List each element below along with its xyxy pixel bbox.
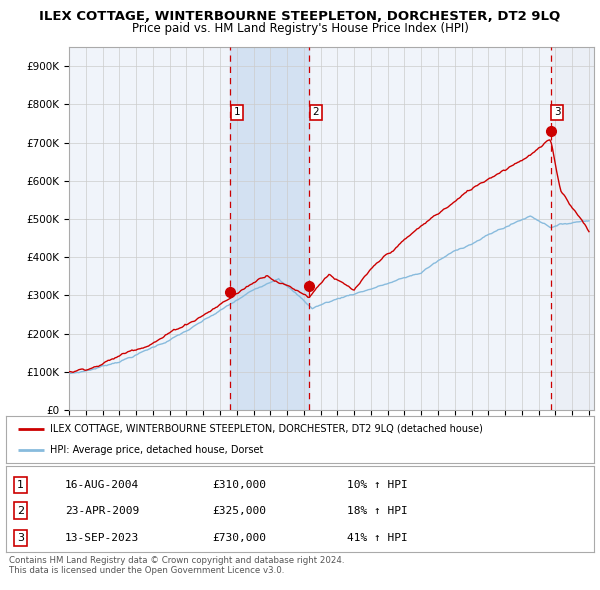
HPI: Average price, detached house, Dorset: (2e+03, 1.65e+05): Average price, detached house, Dorset: (… [151, 343, 158, 350]
ILEX COTTAGE, WINTERBOURNE STEEPLETON, DORCHESTER, DT2 9LQ (detached house) [154, 337, 161, 345]
HPI: Average price, detached house, Dorset: (2e+03, 2.45e+05): Average price, detached house, Dorset: (… [206, 313, 214, 320]
Text: 3: 3 [554, 107, 560, 117]
HPI: Average price, detached house, Dorset: (2.02e+03, 5.08e+05): Average price, detached house, Dorset: (… [527, 212, 534, 219]
Bar [230, 47, 309, 410]
Text: ILEX COTTAGE, WINTERBOURNE STEEPLETON, DORCHESTER, DT2 9LQ (detached house): ILEX COTTAGE, WINTERBOURNE STEEPLETON, D… [50, 424, 483, 434]
HPI: Average price, detached house, Dorset: (2.02e+03, 4.86e+05): Average price, detached house, Dorset: (… [542, 221, 549, 228]
Text: 10% ↑ HPI: 10% ↑ HPI [347, 480, 408, 490]
Line: HPI: Average price, detached house, Dorset: HPI: Average price, detached house, Dors… [69, 216, 589, 373]
Text: Price paid vs. HM Land Registry's House Price Index (HPI): Price paid vs. HM Land Registry's House … [131, 22, 469, 35]
Text: 2: 2 [313, 107, 319, 117]
Text: HPI: Average price, detached house, Dorset: HPI: Average price, detached house, Dors… [50, 445, 263, 455]
ILEX COTTAGE, WINTERBOURNE STEEPLETON, DORCHESTER, DT2 9LQ (detached house) [581, 221, 589, 228]
ILEX COTTAGE, WINTERBOURNE STEEPLETON, DORCHESTER, DT2 9LQ (detached house) [541, 140, 548, 147]
ILEX COTTAGE, WINTERBOURNE STEEPLETON, DORCHESTER, DT2 9LQ (detached house) [206, 308, 214, 315]
ILEX COTTAGE, WINTERBOURNE STEEPLETON, DORCHESTER, DT2 9LQ (detached house) [92, 363, 99, 371]
ILEX COTTAGE, WINTERBOURNE STEEPLETON, DORCHESTER, DT2 9LQ (detached house) [70, 369, 77, 376]
HPI: Average price, detached house, Dorset: (2.03e+03, 4.94e+05): Average price, detached house, Dorset: (… [581, 218, 589, 225]
Text: £325,000: £325,000 [212, 506, 266, 516]
Text: 2: 2 [17, 506, 24, 516]
HPI: Average price, detached house, Dorset: (2e+03, 1.7e+05): Average price, detached house, Dorset: (… [154, 342, 161, 349]
ILEX COTTAGE, WINTERBOURNE STEEPLETON, DORCHESTER, DT2 9LQ (detached house) [65, 368, 73, 375]
HPI: Average price, detached house, Dorset: (2e+03, 1.08e+05): Average price, detached house, Dorset: (… [92, 365, 99, 372]
Line: ILEX COTTAGE, WINTERBOURNE STEEPLETON, DORCHESTER, DT2 9LQ (detached house): ILEX COTTAGE, WINTERBOURNE STEEPLETON, D… [69, 140, 589, 372]
Text: 13-SEP-2023: 13-SEP-2023 [65, 533, 139, 543]
Text: Contains HM Land Registry data © Crown copyright and database right 2024.
This d: Contains HM Land Registry data © Crown c… [9, 556, 344, 575]
ILEX COTTAGE, WINTERBOURNE STEEPLETON, DORCHESTER, DT2 9LQ (detached house) [586, 228, 593, 235]
Text: 23-APR-2009: 23-APR-2009 [65, 506, 139, 516]
HPI: Average price, detached house, Dorset: (2.03e+03, 4.95e+05): Average price, detached house, Dorset: (… [586, 217, 593, 224]
ILEX COTTAGE, WINTERBOURNE STEEPLETON, DORCHESTER, DT2 9LQ (detached house) [151, 339, 158, 346]
Text: 1: 1 [17, 480, 24, 490]
Bar [551, 47, 598, 410]
Text: 41% ↑ HPI: 41% ↑ HPI [347, 533, 408, 543]
ILEX COTTAGE, WINTERBOURNE STEEPLETON, DORCHESTER, DT2 9LQ (detached house) [546, 136, 553, 143]
Text: ILEX COTTAGE, WINTERBOURNE STEEPLETON, DORCHESTER, DT2 9LQ: ILEX COTTAGE, WINTERBOURNE STEEPLETON, D… [40, 10, 560, 23]
HPI: Average price, detached house, Dorset: (2e+03, 9.62e+04): Average price, detached house, Dorset: (… [67, 370, 74, 377]
Text: £310,000: £310,000 [212, 480, 266, 490]
Text: 3: 3 [17, 533, 24, 543]
Bar [551, 47, 598, 410]
Text: 1: 1 [234, 107, 241, 117]
HPI: Average price, detached house, Dorset: (2e+03, 9.64e+04): Average price, detached house, Dorset: (… [65, 370, 73, 377]
Text: £730,000: £730,000 [212, 533, 266, 543]
Text: 18% ↑ HPI: 18% ↑ HPI [347, 506, 408, 516]
Text: 16-AUG-2004: 16-AUG-2004 [65, 480, 139, 490]
